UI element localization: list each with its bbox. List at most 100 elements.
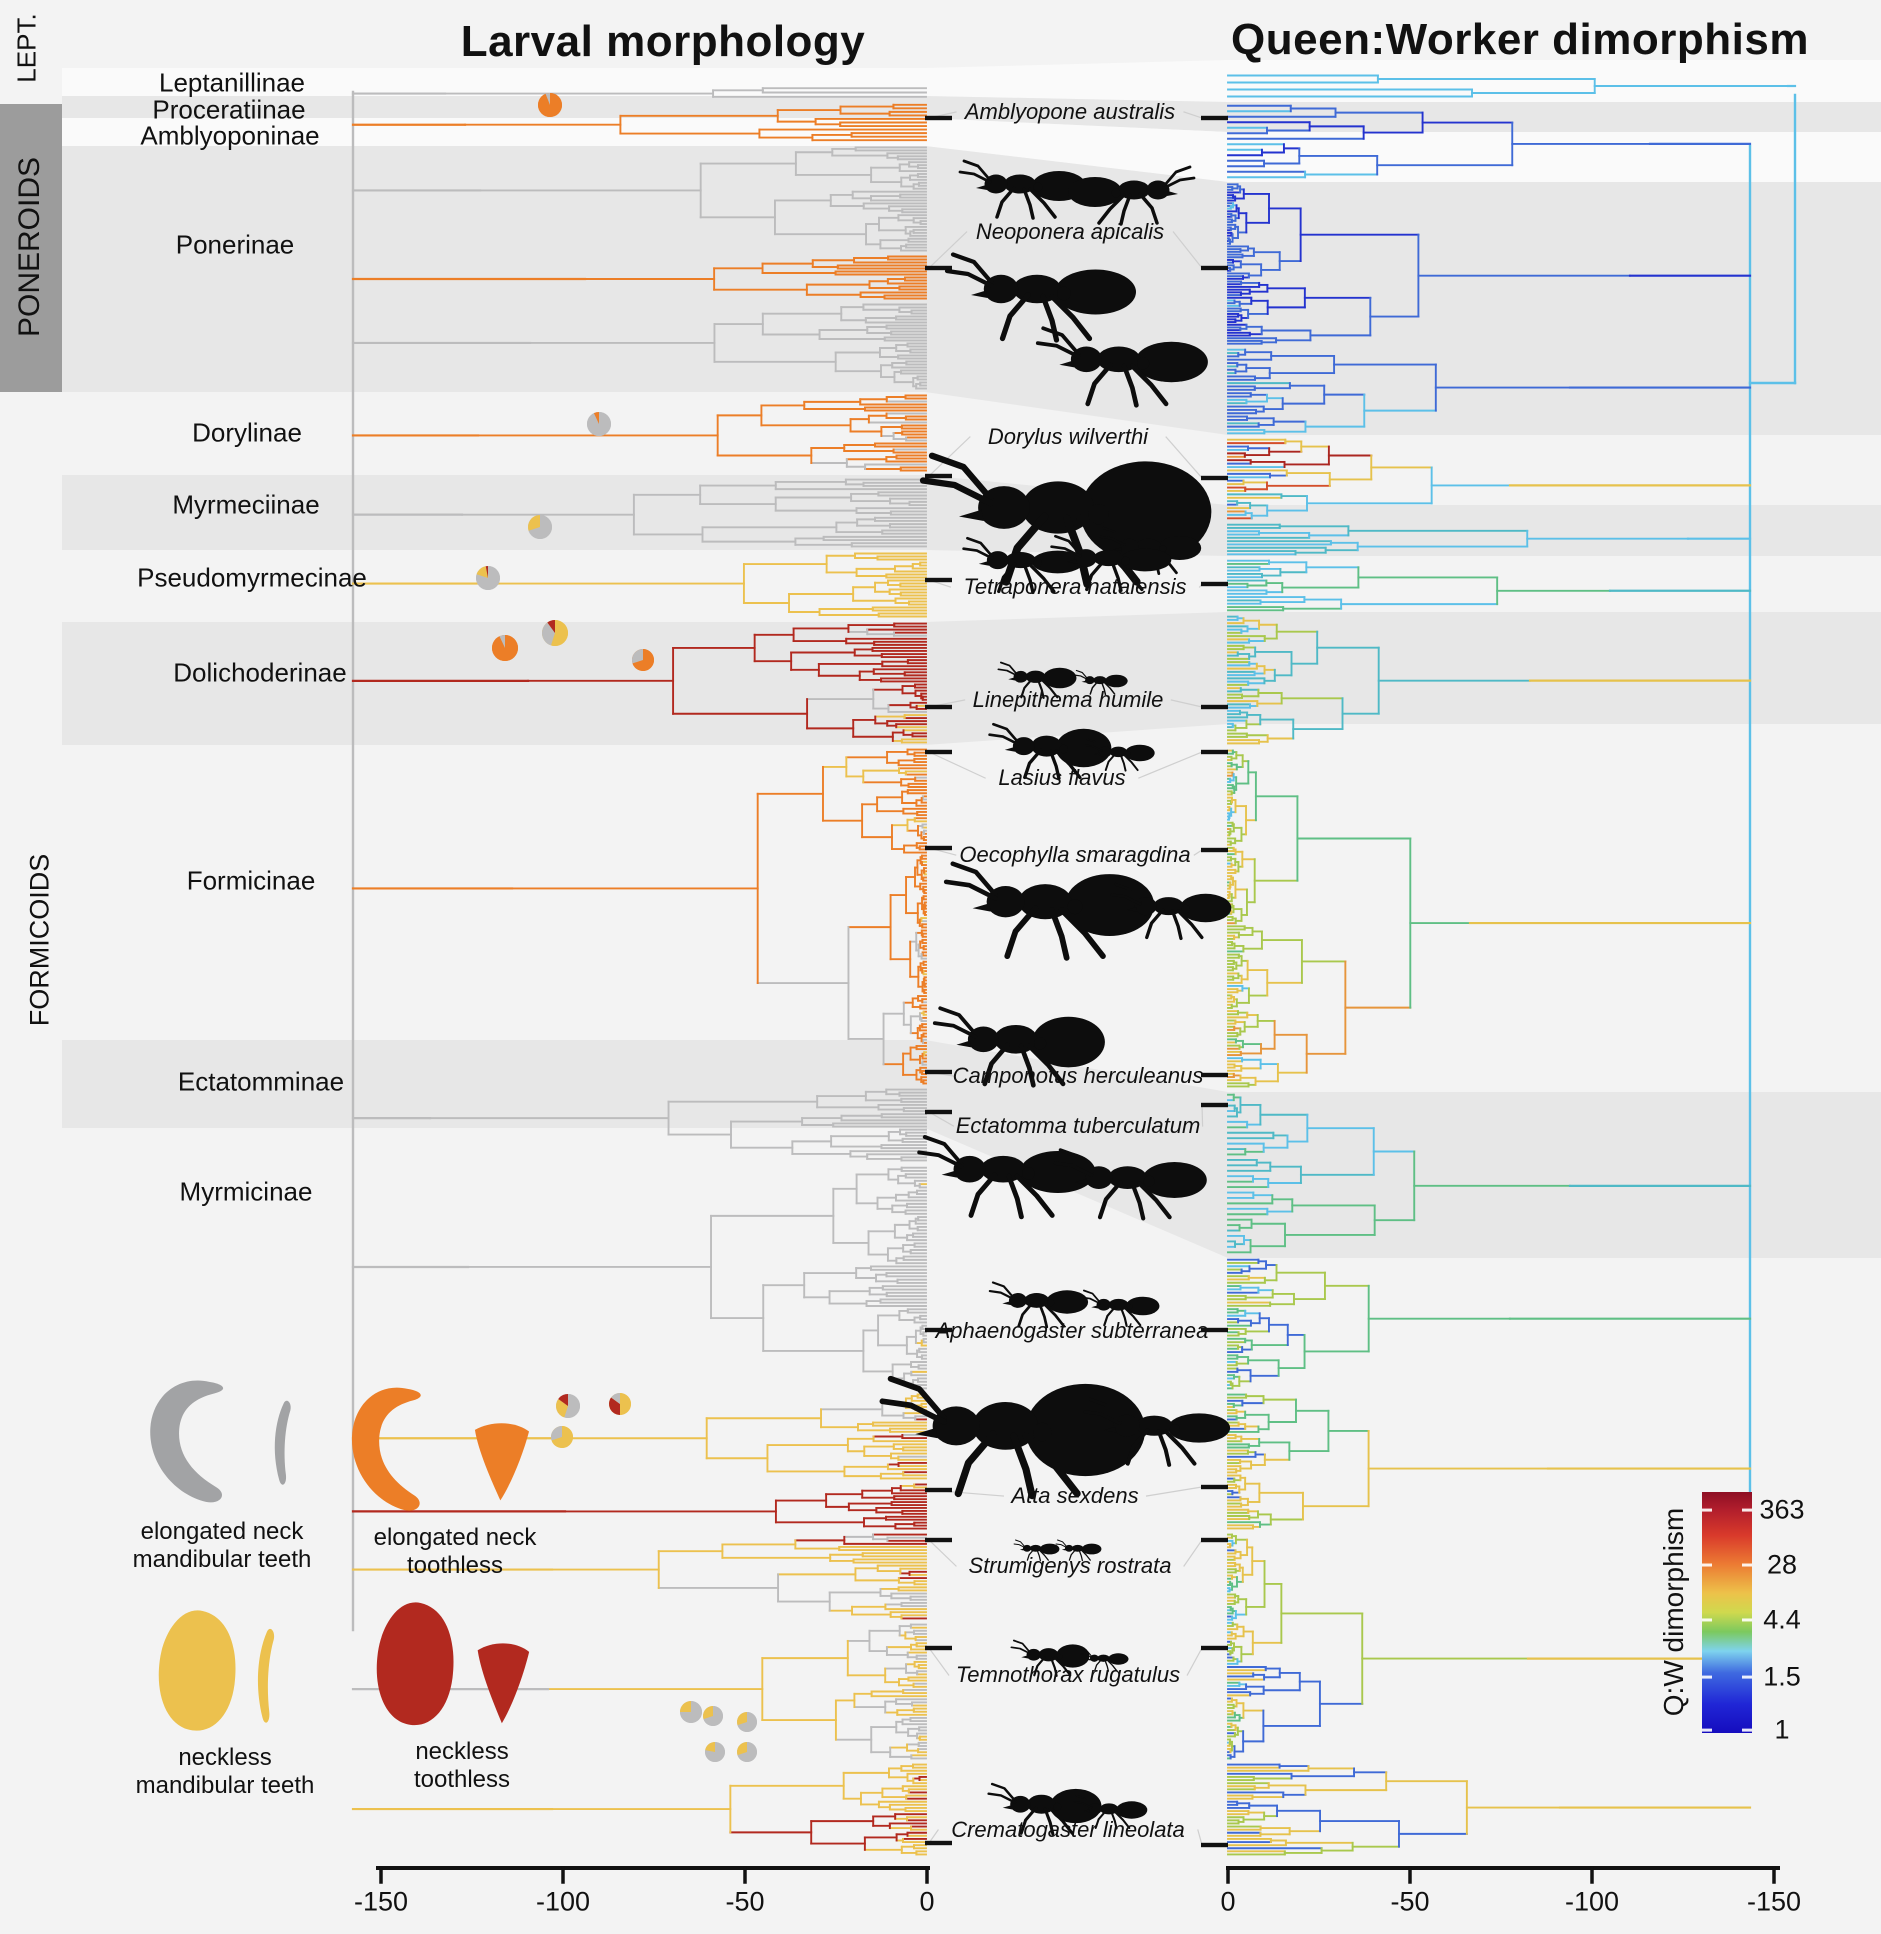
species-tick-left: [925, 577, 952, 583]
ant-silhouette: [1074, 669, 1128, 696]
species-tick-right: [1201, 115, 1228, 121]
ant-silhouette: [1083, 1397, 1231, 1467]
species-tick-left: [925, 1537, 952, 1543]
right-axis: [1226, 1866, 1780, 1884]
ant-silhouette: [962, 536, 1084, 595]
pie-slice: [736, 1712, 747, 1726]
species-ticks: [925, 115, 1228, 1848]
pie-slice: [632, 649, 643, 664]
pie-slice: [551, 1426, 573, 1448]
ancestral-state-pies: [476, 93, 757, 1762]
pie-slice: [705, 1742, 715, 1752]
ant-silhouettes: [879, 159, 1232, 1836]
species-tick-left: [925, 845, 952, 851]
pie-slice: [680, 1701, 691, 1712]
colorbar: [1702, 1492, 1752, 1733]
species-tick-left: [925, 1327, 952, 1333]
ant-silhouette: [988, 1281, 1089, 1329]
band: [62, 1040, 1881, 1258]
pie-slice: [528, 515, 553, 539]
species-tick-left: [925, 1109, 952, 1115]
pie-slice: [545, 93, 550, 105]
pie-slice: [547, 620, 555, 633]
pie-slice: [492, 635, 518, 662]
ant-silhouette: [1035, 326, 1208, 408]
species-tick-right: [1201, 1537, 1228, 1543]
pie-slice: [593, 412, 599, 424]
species-tick-left: [925, 265, 952, 271]
mandible-shape-small: [257, 1628, 275, 1723]
pie-slice: [736, 1742, 747, 1756]
species-tick-right: [1201, 1645, 1228, 1651]
poneroids-bar: [0, 104, 62, 392]
species-tick-right: [1201, 1327, 1228, 1333]
ant-silhouette: [1080, 1289, 1160, 1327]
pie-slice: [564, 1394, 581, 1418]
species-tick-right: [1201, 581, 1228, 587]
pie-slice: [550, 620, 569, 647]
ant-silhouette: [932, 1006, 1105, 1088]
ant-silhouette: [997, 661, 1077, 699]
species-tick-right: [1201, 1102, 1228, 1108]
pie-slice: [551, 1426, 562, 1441]
species-tick-right: [1201, 704, 1228, 710]
pie-slice: [485, 566, 488, 578]
ant-silhouette: [987, 1782, 1102, 1836]
species-tick-right: [1201, 1072, 1228, 1078]
ant-silhouette: [943, 861, 1155, 961]
left-axis: [376, 1866, 930, 1884]
ant-silhouette: [1055, 1539, 1102, 1562]
species-tick-left: [925, 749, 952, 755]
ant-silhouette: [1084, 738, 1155, 772]
mandible-shape-small: [477, 1643, 530, 1724]
pie-slice: [542, 622, 555, 646]
pie-slice: [703, 1706, 713, 1720]
ant-silhouette: [1050, 534, 1172, 593]
ant-silhouette: [958, 159, 1086, 220]
pie-slice: [611, 1393, 620, 1404]
mandible-shape-large: [158, 1610, 236, 1731]
mandible-shape-small: [474, 1423, 530, 1501]
band: [62, 146, 1881, 435]
species-tick-right: [1201, 749, 1228, 755]
pie-slice: [528, 515, 540, 531]
mandible-legend-shapes: [150, 1380, 530, 1731]
species-tick-left: [925, 1487, 952, 1493]
species-tick-left: [925, 1840, 952, 1846]
ant-silhouette: [944, 252, 1136, 343]
species-tick-left: [925, 704, 952, 710]
mandible-shape-large: [150, 1380, 224, 1503]
species-tick-left: [925, 1645, 952, 1651]
pie-slice: [608, 1397, 620, 1415]
species-tick-right: [1201, 1484, 1228, 1490]
species-tick-right: [1201, 265, 1228, 271]
pie-slice: [632, 649, 655, 671]
pie-slice: [555, 1398, 568, 1418]
ant-silhouette: [1068, 165, 1196, 226]
subfamily-bands: [62, 60, 1881, 1258]
species-tick-left: [925, 473, 952, 479]
species-tick-left: [925, 1069, 952, 1075]
ant-silhouette: [988, 722, 1112, 781]
species-tick-right: [1201, 475, 1228, 481]
band: [62, 612, 1881, 745]
right-tree-qw-dimorphism: [1227, 74, 1797, 1856]
ant-silhouette: [1080, 1648, 1129, 1672]
left-tree-larval-morphology: [351, 87, 927, 1856]
mandible-shape-large: [351, 1387, 421, 1511]
ant-silhouette: [879, 1375, 1146, 1500]
ant-silhouette: [1110, 882, 1232, 941]
band: [62, 60, 1881, 102]
ant-silhouette: [1073, 1794, 1148, 1830]
ant-silhouette: [1010, 1639, 1090, 1677]
pie-slice: [737, 1712, 757, 1732]
pie-slice: [737, 1742, 757, 1762]
mandible-shape-small: [274, 1400, 291, 1485]
pie-slice: [558, 1394, 568, 1406]
ant-silhouette: [1013, 1539, 1060, 1562]
species-tick-right: [1201, 847, 1228, 853]
species-tick-left: [925, 115, 952, 121]
pie-slice: [620, 1393, 631, 1415]
